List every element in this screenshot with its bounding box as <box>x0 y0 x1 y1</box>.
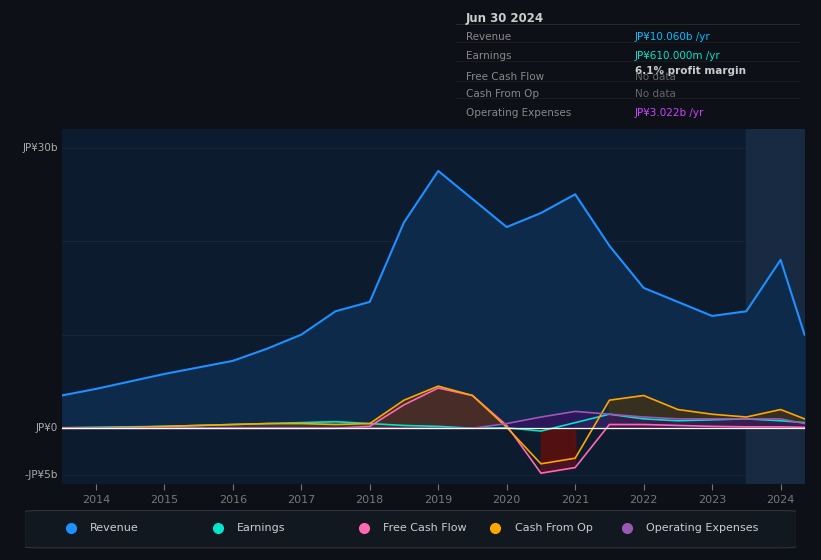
Text: Jun 30 2024: Jun 30 2024 <box>466 12 544 25</box>
Text: Operating Expenses: Operating Expenses <box>646 523 759 533</box>
Text: JP¥3.022b /yr: JP¥3.022b /yr <box>635 108 704 118</box>
FancyBboxPatch shape <box>25 511 796 548</box>
Text: -JP¥5b: -JP¥5b <box>25 470 57 480</box>
Text: JP¥610.000m /yr: JP¥610.000m /yr <box>635 51 721 61</box>
Text: Free Cash Flow: Free Cash Flow <box>466 72 544 82</box>
Text: 6.1% profit margin: 6.1% profit margin <box>635 66 746 76</box>
Text: Free Cash Flow: Free Cash Flow <box>383 523 467 533</box>
Text: No data: No data <box>635 89 676 99</box>
Text: Revenue: Revenue <box>90 523 139 533</box>
Text: Cash From Op: Cash From Op <box>466 89 539 99</box>
Text: Operating Expenses: Operating Expenses <box>466 108 571 118</box>
Text: JP¥10.060b /yr: JP¥10.060b /yr <box>635 32 711 42</box>
Text: Earnings: Earnings <box>237 523 286 533</box>
Text: Revenue: Revenue <box>466 32 511 42</box>
Bar <box>746 129 805 484</box>
Text: JP¥30b: JP¥30b <box>22 142 57 152</box>
Text: Cash From Op: Cash From Op <box>515 523 593 533</box>
Text: JP¥0: JP¥0 <box>35 423 57 433</box>
Text: Earnings: Earnings <box>466 51 511 61</box>
Text: No data: No data <box>635 72 676 82</box>
